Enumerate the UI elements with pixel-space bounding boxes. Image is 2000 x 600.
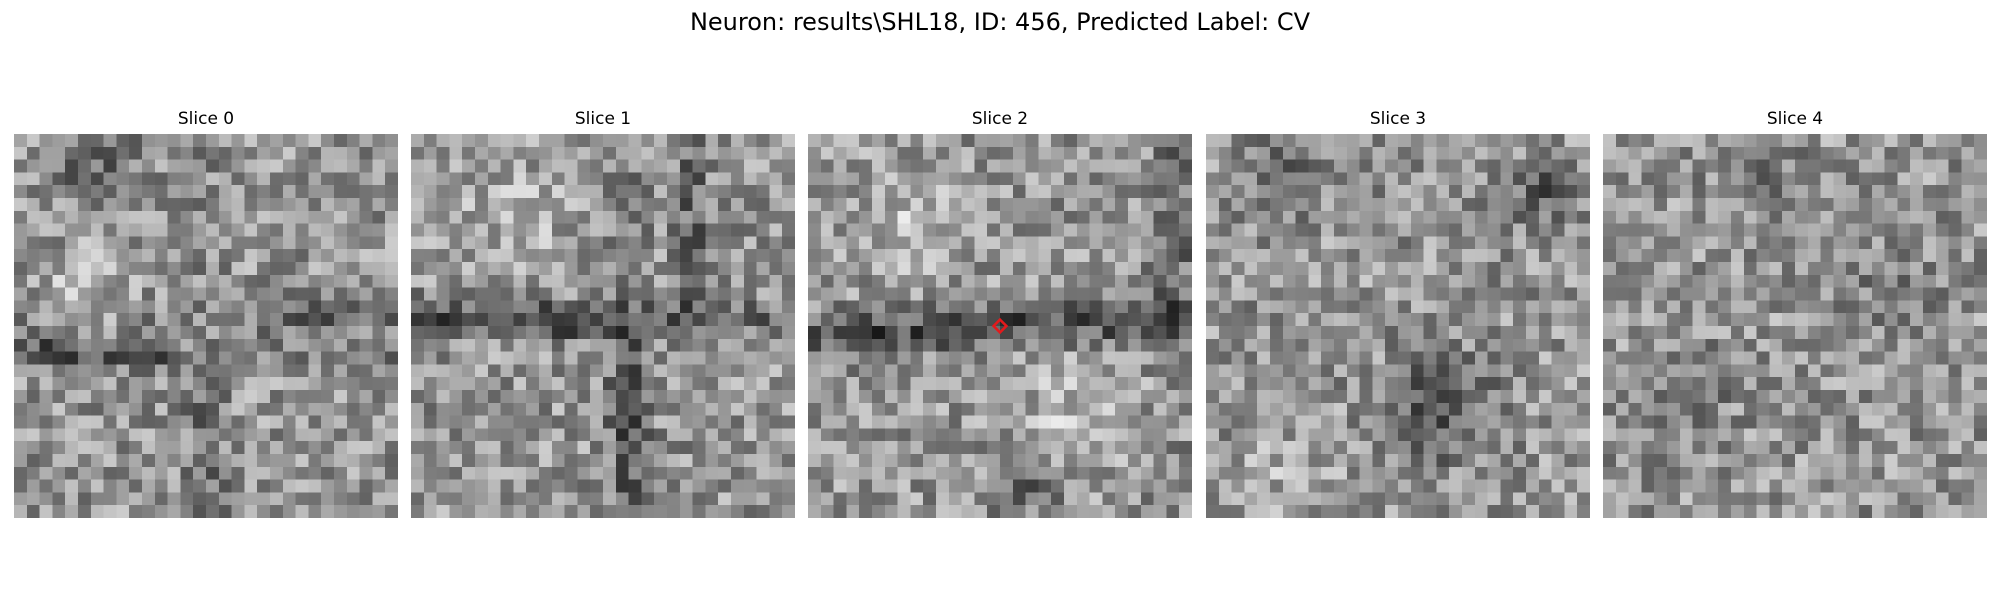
slice-title: Slice 3 — [1369, 109, 1427, 129]
slice-pixels — [14, 134, 398, 518]
slice-pixels — [411, 134, 795, 518]
slice-panel-3: Slice 3 — [1206, 108, 1590, 518]
slice-title: Slice 1 — [574, 109, 632, 129]
slice-pixels — [808, 134, 1192, 518]
slice-image — [1206, 134, 1590, 518]
slice-panel-1: Slice 1 — [411, 108, 795, 518]
figure-title: Neuron: results\SHL18, ID: 456, Predicte… — [689, 8, 1311, 36]
slice-panel-4: Slice 4 — [1603, 108, 1987, 518]
slice-image — [1603, 134, 1987, 518]
slice-title: Slice 2 — [971, 109, 1029, 129]
slice-panel-2: Slice 2 — [808, 108, 1192, 518]
slice-pixels — [1603, 134, 1987, 518]
slice-title: Slice 4 — [1766, 109, 1824, 129]
slice-image — [808, 134, 1192, 518]
slice-title: Slice 0 — [177, 109, 235, 129]
center-marker — [991, 317, 1009, 335]
slice-panel-0: Slice 0 — [14, 108, 398, 518]
slice-image — [14, 134, 398, 518]
slice-image — [411, 134, 795, 518]
slice-pixels — [1206, 134, 1590, 518]
